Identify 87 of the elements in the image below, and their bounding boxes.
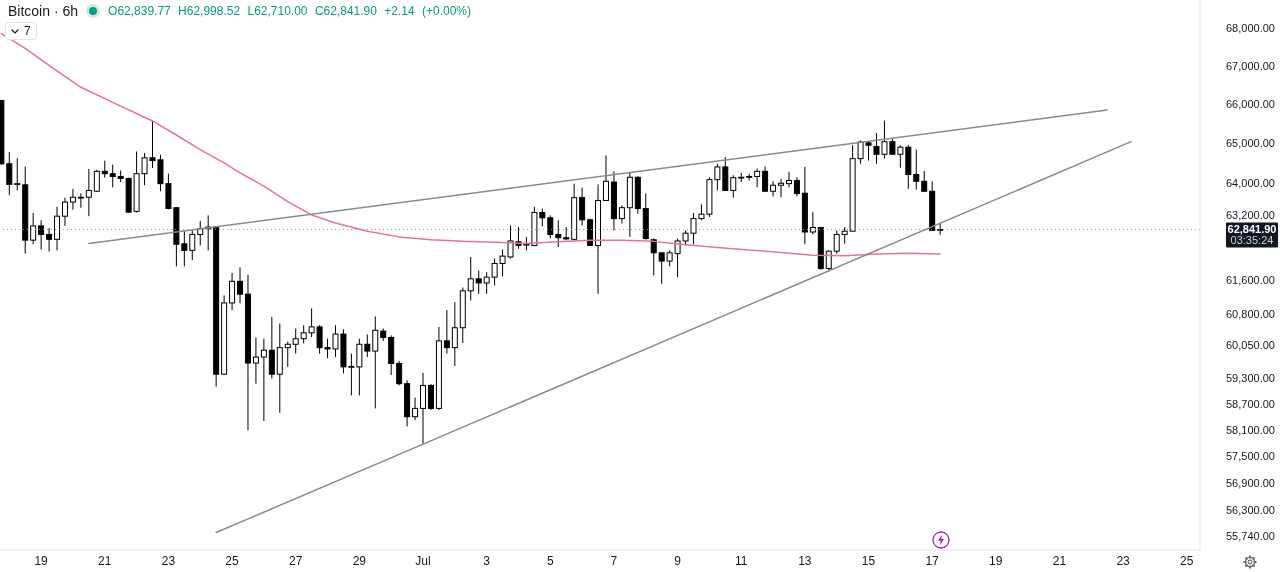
candlestick [14,157,21,191]
candlestick [260,338,267,422]
annotation: 7 [24,24,31,38]
candlestick [292,328,299,355]
candlestick [770,180,777,197]
candlestick [427,383,434,411]
x-tick-label: 19 [989,553,1003,568]
x-tick-label: 25 [225,553,240,568]
candlestick [6,151,13,196]
candlestick [420,372,427,445]
candlestick [54,206,61,251]
candlestick [85,168,92,217]
toggle-button: 7 [5,22,37,40]
x-tick-label: 23 [161,553,176,568]
candlestick [252,336,259,385]
candlestick [618,204,625,224]
candlestick [913,149,920,191]
candlestick [77,192,84,209]
candlestick [268,316,275,379]
y-tick-label: 68,000.00 [1226,21,1275,34]
candlestick [284,341,291,368]
candlestick [451,301,458,367]
candlestick [396,360,403,386]
chart-title: Bitcoin · 6h [8,3,79,19]
x-tick-label: 27 [289,553,303,568]
x-tick-label: 13 [798,553,812,568]
y-tick-label: 58,700.00 [1226,397,1275,410]
y-tick-label: 63,200.00 [1226,208,1275,221]
x-tick-label: 25 [1180,553,1194,568]
x-tick-label: Jul [415,553,431,568]
candlestick [189,229,196,261]
candlestick [109,164,116,188]
x-tick-label: 21 [98,553,112,568]
y-tick-label: 60,050.00 [1226,339,1275,352]
x-tick-label: 17 [925,553,940,568]
y-tick-label: 60,800.00 [1226,307,1275,320]
candlestick [443,309,450,355]
text: 03:35:24 [1230,234,1274,247]
y-tick-label: 56,900.00 [1226,477,1275,490]
y-tick-label: 66,000.00 [1226,98,1275,111]
y-tick-label: 56,300.00 [1226,504,1275,517]
candlestick [547,214,554,240]
candlestick [809,211,816,235]
candlestick [412,397,419,421]
candlestick [785,171,792,188]
candlestick [372,315,379,409]
x-tick-label: 5 [546,553,554,568]
x-tick-label: 3 [483,553,491,568]
candlestick [69,188,76,211]
candlestick [793,176,800,197]
candlestick [38,219,45,251]
candlestick [467,256,474,301]
candlestick [825,249,832,272]
y-tick-label: 67,000.00 [1226,59,1275,72]
candlestick [237,266,244,304]
candlestick [61,197,68,227]
y-tick-label: 57,500.00 [1226,450,1275,463]
ref-line-label: 62,841.90 [1227,223,1277,236]
candlestick [762,166,769,193]
candlestick [937,222,944,236]
y-tick-label: 59,300.00 [1226,371,1275,384]
candlestick [46,227,53,253]
x-tick-label: 21 [1052,553,1067,568]
candlestick [555,219,562,248]
x-tick-label: 9 [674,553,682,568]
candlestick [229,272,236,311]
x-tick-label: 15 [861,553,876,568]
y-tick-label: 55,740.00 [1226,529,1275,542]
x-tick-label: 7 [610,553,618,568]
candlestick [30,212,37,245]
candlestick [833,229,840,255]
x-tick-label: 11 [734,553,748,568]
candlestick [602,154,609,202]
candlestick [475,270,482,295]
candlestick [921,170,928,193]
candlestick [754,168,761,188]
x-tick-label: 19 [34,553,49,568]
x-tick-label: 23 [1116,553,1131,568]
x-tick-label: 29 [352,553,367,568]
y-tick-label: 64,000.00 [1226,176,1275,189]
candlestick [579,187,586,226]
y-tick-label: 58,100.00 [1226,423,1275,436]
candlestick [730,174,737,199]
y-tick-label: 61,600.00 [1226,274,1275,287]
y-tick-label: 65,000.00 [1226,137,1275,150]
candlestick [778,178,785,198]
chart-subtitle: O62,839.77 H62,998.52 L62,710.00 C62,841.90 +2.14 (+0.00%) [108,4,471,18]
